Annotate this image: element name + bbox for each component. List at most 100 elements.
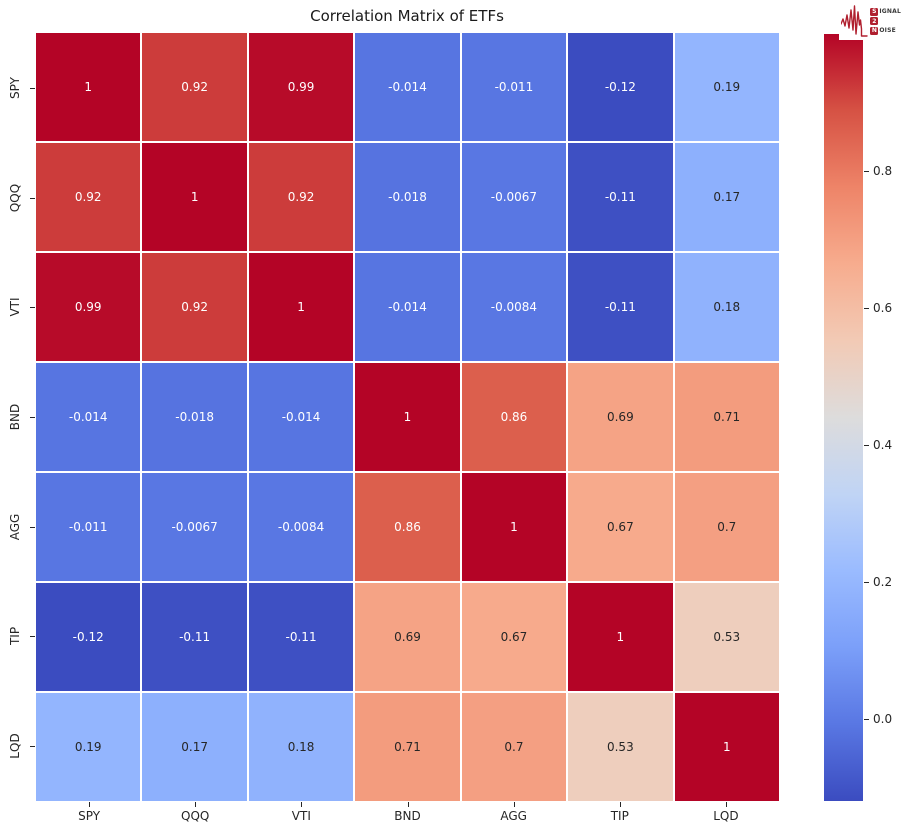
heatmap-cell: 0.18 [674,253,779,361]
heatmap-cell: 0.99 [248,33,354,141]
axis-tick [195,802,197,807]
y-tick-label: LQD [8,733,22,759]
heatmap-cell: 1 [36,33,141,141]
heatmap-cell: -0.018 [142,363,247,471]
heatmap-cell: 0.19 [36,693,141,801]
colorbar-tick-label: 0.4 [873,437,893,452]
heatmap-cell: 1 [568,583,673,691]
heatmap-cell: -0.0067 [142,473,247,581]
heatmap-cell: -0.014 [355,253,460,361]
logo-initial-box: 2 [870,17,879,25]
heatmap-cell: 0.92 [248,143,354,251]
x-tick-label: AGG [500,809,527,823]
heatmap-cell: 0.17 [674,143,779,251]
colorbar-tick-label: 0.0 [873,711,893,726]
heatmap-cell: 1 [355,363,460,471]
heatmap-cell: 0.69 [568,363,673,471]
heatmap-cell: -0.018 [355,143,460,251]
heatmap-cell: 1 [674,693,779,801]
axis-tick [619,802,621,807]
heatmap-cell: -0.014 [355,33,460,141]
axis-tick [30,197,35,199]
y-tick-label: AGG [8,513,22,541]
axis-tick [30,526,35,528]
heatmap-cell: -0.12 [568,33,673,141]
heatmap-cell: 0.53 [674,583,779,691]
heatmap-cell: -0.014 [36,363,141,471]
logo-text: S IGNAL 2 N OISE [870,7,901,35]
heatmap-cell: 0.92 [142,253,247,361]
heatmap-grid: 1 0.92 0.99 -0.014 -0.011 -0.12 0.19 0.92 1 0.92-… [36,33,779,801]
colorbar-tick-label: 0.2 [873,574,893,589]
heatmap-cell: 0.7 [674,473,779,581]
heatmap-cell: 0.71 [355,693,460,801]
logo-line: 2 [870,17,901,25]
heatmap-cell: 0.71 [674,363,779,471]
axis-tick [30,746,35,748]
heatmap-cell: 0.53 [568,693,673,801]
heatmap-cell: 0.7 [461,693,567,801]
x-tick-label: LQD [713,809,739,823]
heatmap-cell: -0.0084 [248,473,354,581]
colorbar-tick-mark [864,307,869,309]
axis-tick [30,87,35,89]
colorbar-tick-label: 0.8 [873,163,893,178]
colorbar-tick-mark [864,444,869,446]
logo-initial-box: S [870,7,879,16]
colorbar-gradient [824,34,863,801]
y-tick-label: SPY [8,76,22,99]
x-tick-label: BND [394,809,421,823]
logo-initial-box: N [870,26,879,35]
axis-tick [513,802,515,807]
x-tick-label: TIP [610,809,629,823]
heatmap-cell: -0.014 [248,363,354,471]
heatmap-cell: -0.11 [568,253,673,361]
logo-waveform-icon [841,5,869,37]
colorbar-tick-mark [864,718,869,720]
heatmap-cell: 0.19 [674,33,779,141]
chart-title: Correlation Matrix of ETFs [310,7,504,25]
heatmap-cell: 0.18 [248,693,354,801]
y-tick-label: BND [8,403,22,431]
logo-line: N OISE [870,26,901,35]
heatmap-cell: 0.67 [461,583,567,691]
signal2noise-logo: S IGNAL 2 N OISE [839,2,903,40]
logo-line: S IGNAL [870,7,901,16]
heatmap-cell: -0.0067 [461,143,567,251]
heatmap-cell: 0.69 [355,583,460,691]
heatmap-cell: 0.86 [355,473,460,581]
heatmap-cell: 1 [142,143,247,251]
heatmap-cell: -0.011 [461,33,567,141]
x-tick-label: SPY [78,809,101,823]
heatmap-cell: 1 [248,253,354,361]
axis-tick [407,802,409,807]
logo-line-rest: IGNAL [879,8,901,15]
heatmap-cell: 0.99 [36,253,141,361]
heatmap-cell: 0.67 [568,473,673,581]
axis-tick [30,417,35,418]
heatmap-cell: -0.011 [36,473,141,581]
heatmap-cell: 1 [461,473,567,581]
axis-tick [725,802,727,807]
axis-tick [301,802,303,807]
colorbar-tick-mark [864,170,869,172]
axis-tick [89,802,91,807]
colorbar-tick-label: 0.6 [873,300,893,315]
logo-line-rest: OISE [879,27,896,34]
x-tick-label: QQQ [181,809,210,823]
x-tick-label: VTI [291,809,311,823]
heatmap-cell: -0.11 [568,143,673,251]
heatmap-cell: -0.11 [142,583,247,691]
colorbar-tick-mark [864,581,869,583]
y-tick-label: VTI [8,297,22,317]
axis-tick [30,307,35,309]
heatmap-cell: 0.17 [142,693,247,801]
heatmap-cell: -0.0084 [461,253,567,361]
heatmap-cell: 0.86 [461,363,567,471]
heatmap-cell: -0.11 [248,583,354,691]
heatmap-cell: 0.92 [36,143,141,251]
heatmap-cell: -0.12 [36,583,141,691]
axis-tick [30,636,35,638]
y-tick-label: TIP [8,627,22,646]
